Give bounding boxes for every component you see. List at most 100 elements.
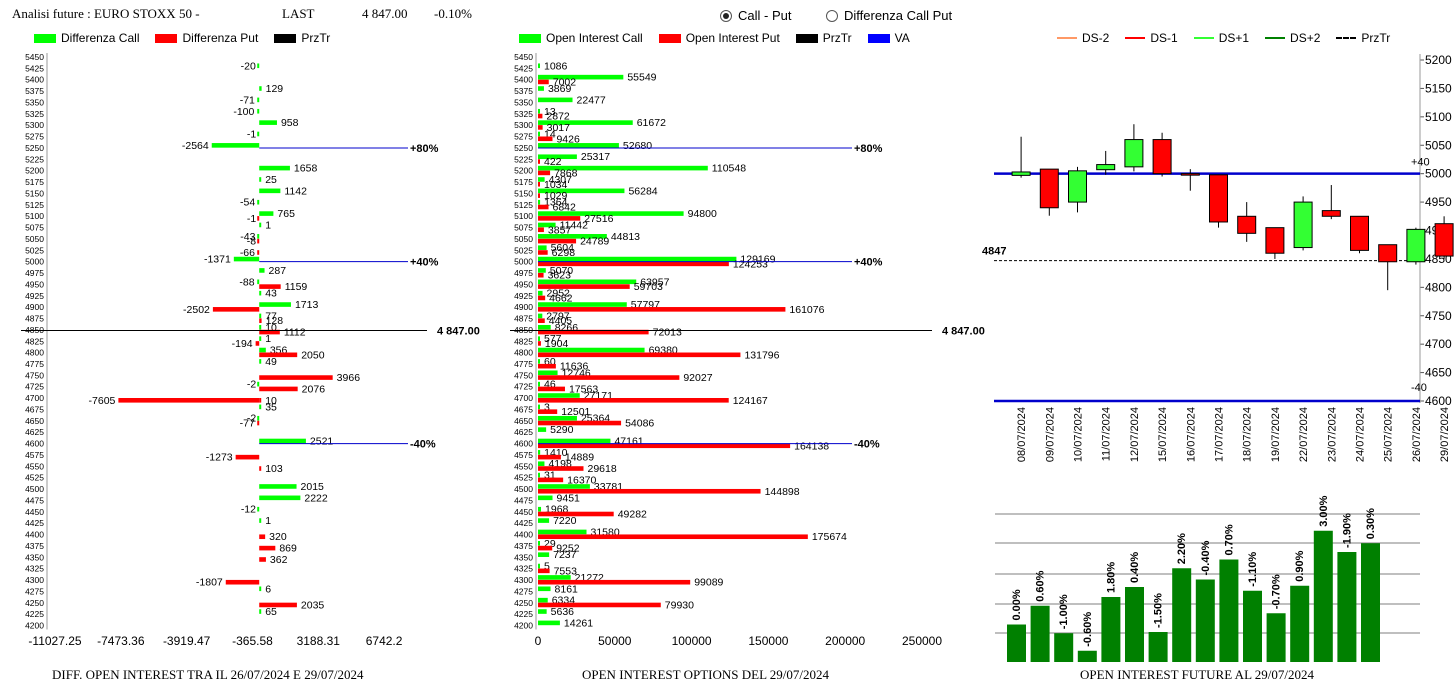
bar-call [538,211,684,216]
strike-label: 5025 [25,245,44,255]
bar-value-label: 4662 [549,292,573,304]
bar-call [538,484,590,489]
legend-label: Open Interest Call [546,31,643,45]
bar-call [538,404,540,410]
date-tick-label: 26/07/2024 [1411,407,1423,462]
bar-value-label: 14 [544,128,556,140]
strike-label: 5375 [514,86,533,96]
y-tick-label: 4950 [1425,195,1452,209]
legend-item: DS+2 [1265,31,1320,45]
strike-label: 5100 [514,211,533,221]
bar-call [538,154,577,160]
bar-put [538,125,543,130]
bar-put [538,136,553,142]
strike-label: 4325 [514,564,533,574]
bar-put [259,375,333,380]
bar-value-label: 1159 [285,281,308,293]
x-tick-label: 0 [535,634,542,648]
bar-put [259,386,298,392]
strike-label: 4925 [514,291,533,301]
strike-label: 4600 [514,439,533,449]
bar-call [538,370,558,376]
bar-call [257,506,260,512]
bar-call [257,279,260,285]
legend-label: Differenza Call [61,31,140,45]
radio-diff-call-put[interactable]: Differenza Call Put [826,8,952,23]
strike-label: 4425 [514,518,533,528]
bar-value-label: 99089 [694,577,723,589]
bar-value-label: 1029 [544,190,568,202]
bar-value-label: 31 [544,470,556,482]
future-oi-label: 2.20% [1176,533,1188,564]
bar-put [259,545,276,551]
bar-value-label: 1904 [545,338,569,350]
bar-put [257,250,260,255]
bar-put [259,602,297,608]
bar-value-label: 16370 [567,474,596,486]
strike-label: 4900 [25,302,44,312]
strike-label: 4525 [25,473,44,483]
bar-put [538,375,680,380]
bar-put [235,454,260,460]
date-tick-label: 08/07/2024 [1016,407,1028,462]
future-oi-bar [1266,613,1286,662]
bar-value-label: 11636 [560,361,589,373]
legend-label: DS+2 [1290,31,1321,45]
strike-label: 4300 [514,575,533,585]
strike-label: 5050 [25,234,44,244]
strike-label: 4950 [514,279,533,289]
bar-call [538,74,624,80]
radio-diff-call-put-indicator[interactable] [826,9,838,22]
future-oi-bar [1337,552,1357,662]
bar-value-label: -2502 [183,304,210,316]
bar-call [259,518,262,523]
radio-call-put[interactable]: Call - Put [720,8,791,23]
bar-value-label: 2076 [302,383,326,395]
strike-label: 4775 [25,359,44,369]
y-tick-label: 4700 [1425,337,1452,351]
legend-item: PrzTr [795,31,852,45]
bar-put [538,568,550,574]
bar-value-label: 4307 [549,174,573,186]
legend-swatch [795,33,818,43]
strike-label: 4550 [25,461,44,471]
bar-call [538,177,545,182]
radio-call-put-indicator[interactable] [720,9,732,22]
date-tick-label: 29/07/2024 [1439,407,1451,462]
bar-put [538,227,544,233]
bar-value-label: 5070 [550,265,574,277]
candle-down [1209,174,1228,223]
bar-put [118,398,260,403]
bar-value-label: 9451 [557,492,581,504]
strike-label: 4750 [25,370,44,380]
future-oi-label: -1.90% [1341,513,1353,548]
bar-value-label: 164138 [794,440,829,452]
bar-call [538,279,637,285]
bar-call [233,256,260,262]
bar-value-label: 7002 [553,76,577,88]
bar-value-label: 11442 [560,219,589,231]
strike-label: 4725 [514,382,533,392]
strike-label: 4550 [514,461,533,471]
candle-down [1180,173,1200,176]
candle-down [1350,215,1369,251]
strike-label: 4325 [25,564,44,574]
strike-label: 5200 [514,166,533,176]
strike-label: 4400 [514,530,533,540]
bar-call [538,609,547,614]
legend-label: DS+1 [1218,31,1250,45]
strike-label: 5075 [514,223,533,233]
last-label: LAST [282,6,315,21]
bar-put [538,341,541,346]
future-oi-bar [1030,605,1050,662]
future-oi-bar [1243,590,1262,662]
legend-swatch [274,33,297,43]
bar-value-label: 59703 [634,281,663,293]
bar-value-label: 55549 [627,72,656,84]
bar-value-label: -1 [247,213,256,225]
legend-label: Open Interest Put [685,31,780,45]
lower-level-label: -40 [1411,382,1427,394]
bar-value-label: 5604 [551,242,575,254]
legend-swatch [1265,37,1286,39]
